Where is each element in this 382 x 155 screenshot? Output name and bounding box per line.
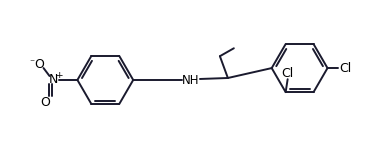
Text: Cl: Cl	[282, 67, 294, 80]
Text: +: +	[55, 71, 62, 80]
Text: O: O	[35, 58, 44, 71]
Text: NH: NH	[182, 74, 200, 87]
Text: ⁻: ⁻	[29, 58, 34, 68]
Text: N: N	[49, 73, 58, 86]
Text: Cl: Cl	[339, 62, 351, 75]
Text: O: O	[40, 96, 50, 109]
